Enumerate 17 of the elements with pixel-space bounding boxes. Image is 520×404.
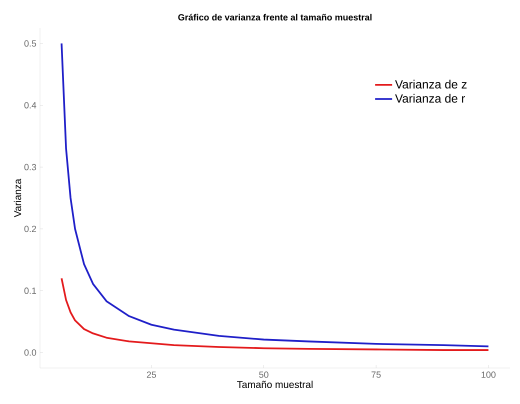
y-tick-label: 0.4 bbox=[24, 102, 36, 108]
x-tick-label: 100 bbox=[482, 372, 496, 378]
x-tick-label: 50 bbox=[259, 372, 268, 378]
x-tick-label: 75 bbox=[372, 372, 381, 378]
y-tick-label: 0.0 bbox=[24, 349, 36, 356]
x-axis-title: Tamaño muestral bbox=[237, 380, 313, 388]
y-axis-title: Varianza bbox=[14, 178, 22, 218]
y-tick-label: 0.2 bbox=[24, 226, 36, 232]
y-tick-label: 0.3 bbox=[24, 164, 36, 170]
chart-title: Gráfico de varianza frente al tamaño muestral bbox=[178, 14, 372, 20]
line-series bbox=[60, 277, 490, 351]
y-tick-label: 0.1 bbox=[24, 288, 36, 294]
legend-label: Varianza de z bbox=[395, 80, 467, 89]
x-tick-label: 25 bbox=[146, 372, 156, 378]
y-tick-label: 0.5 bbox=[24, 40, 36, 47]
legend-label: Varianza de r bbox=[395, 94, 466, 103]
line-series bbox=[60, 42, 490, 348]
